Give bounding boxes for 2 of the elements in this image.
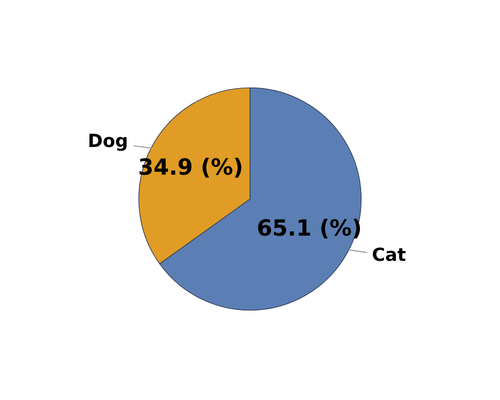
slice-label: Dog xyxy=(89,134,127,151)
slice-label: Cat xyxy=(372,247,406,262)
